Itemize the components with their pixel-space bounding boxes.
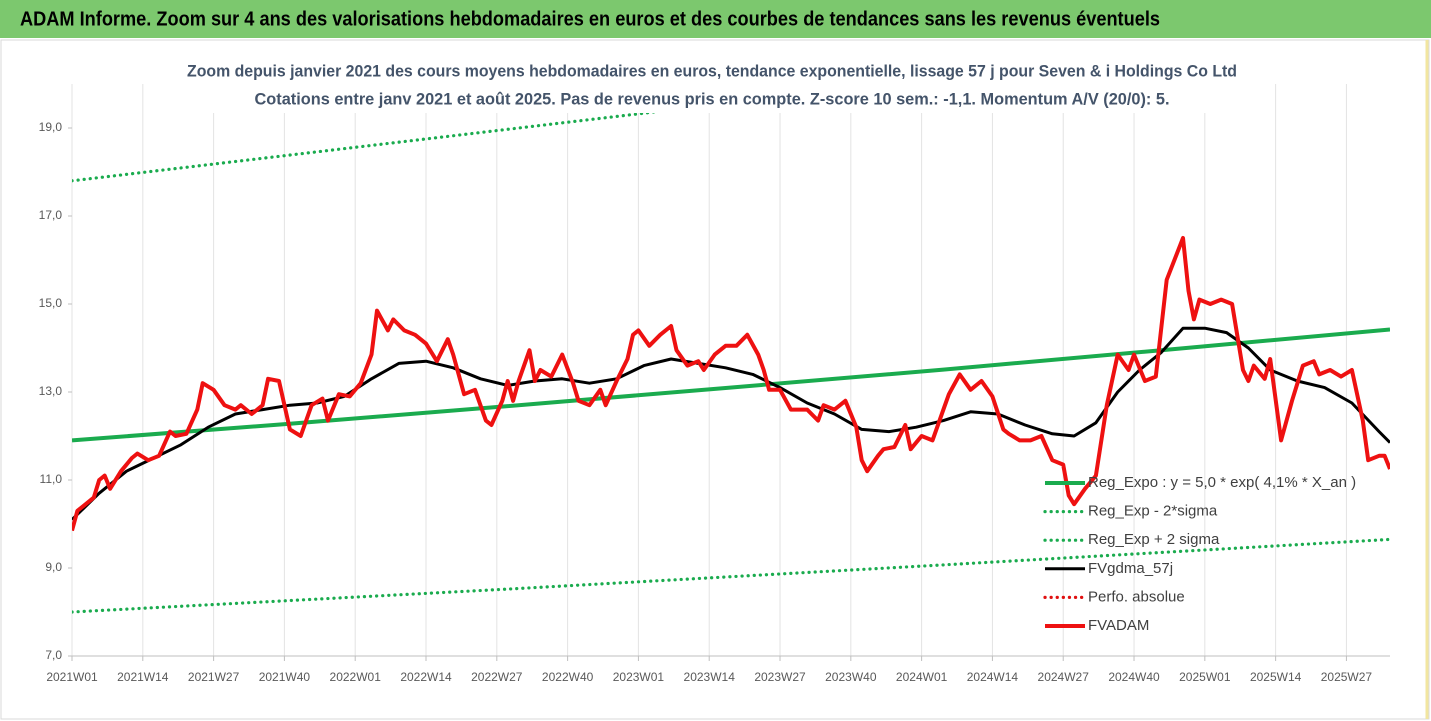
x-tick-label: 2022W27 [471,670,523,684]
y-tick-label: 17,0 [39,208,63,222]
series-line [72,236,1390,532]
y-tick-label: 11,0 [40,472,63,486]
title-box [180,56,1244,113]
x-tick-label: 2025W01 [1179,670,1231,684]
legend-label: FVADAM [1088,617,1149,634]
legend: Reg_Expo : y = 5,0 * exp( 4,1% * X_an ) R… [1043,474,1356,634]
x-tick-label: 2024W14 [967,670,1019,684]
chart-subtitle: Cotations entre janv 2021 et août 2025. … [255,89,1170,108]
x-tick-label: 2023W40 [825,670,877,684]
series-line [72,537,1390,614]
x-tick-label: 2022W40 [542,670,594,684]
plot-layer: 2021W01 2021W14 2021W27 2021W40 2022W01 2022W… [39,84,1390,684]
chart-frame [0,39,1430,720]
x-tick-label: 2021W27 [188,670,240,684]
x-tick-label: 2025W14 [1250,670,1302,684]
x-tick-label: 2021W14 [117,670,169,684]
x-tick-label: 2023W14 [684,670,736,684]
legend-label: FVgdma_57j [1088,560,1173,577]
legend-label: Perfo. absolue [1088,588,1185,605]
x-tick-label: 2024W27 [1038,670,1090,684]
x-tick-label: 2021W01 [46,670,98,684]
x-tick-label: 2024W40 [1108,670,1160,684]
y-tick-label: 15,0 [39,296,63,310]
x-tick-label: 2024W01 [896,670,948,684]
legend-label: Reg_Exp - 2*sigma [1088,503,1218,520]
x-tick-label: 2022W01 [330,670,382,684]
y-tick-label: 9,0 [45,560,62,574]
y-tick-label: 7,0 [45,648,62,662]
y-tick-label: 13,0 [39,384,63,398]
page-title: ADAM Informe. Zoom sur 4 ans des valoris… [20,8,1160,30]
x-tick-label: 2023W01 [613,670,665,684]
header-bar [0,0,1431,38]
y-tick-label: 19,0 [39,120,63,134]
x-tick-label: 2023W27 [754,670,806,684]
x-tick-label: 2022W14 [400,670,452,684]
x-tick-label: 2025W27 [1321,670,1373,684]
legend-label: Reg_Exp + 2 sigma [1088,531,1220,548]
x-tick-label: 2021W40 [259,670,311,684]
chart-title: Zoom depuis janvier 2021 des cours moyen… [187,61,1237,80]
legend-label: Reg_Expo : y = 5,0 * exp( 4,1% * X_an ) [1088,474,1356,491]
